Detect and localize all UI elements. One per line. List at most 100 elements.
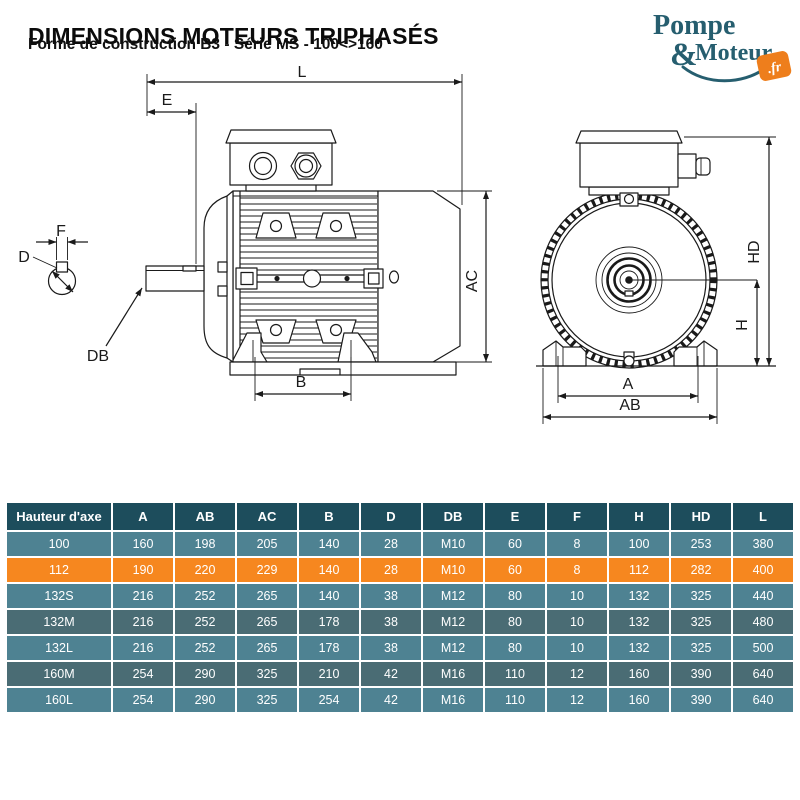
dimension-AC: AC	[437, 190, 492, 363]
row-header-column: Hauteur d'axe	[7, 503, 111, 530]
table-cell: 325	[237, 662, 297, 686]
side-view: L E B AC DB	[18, 64, 492, 401]
table-cell: 12	[547, 688, 607, 712]
table-cell: 38	[361, 610, 421, 634]
dimension-H: H	[734, 280, 760, 366]
dim-label-l: L	[298, 64, 307, 81]
table-cell: 28	[361, 558, 421, 582]
dim-label-a: A	[623, 376, 634, 393]
table-cell: 325	[237, 688, 297, 712]
table-cell: 160	[609, 688, 669, 712]
table-cell: 112	[609, 558, 669, 582]
table-cell: 640	[733, 688, 793, 712]
table-cell: 140	[299, 558, 359, 582]
row-label: 160L	[7, 688, 111, 712]
table-cell: 480	[733, 610, 793, 634]
column-header: A	[113, 503, 173, 530]
table-cell: 282	[671, 558, 731, 582]
table-cell: 216	[113, 584, 173, 608]
table-cell: 290	[175, 688, 235, 712]
table-cell: 205	[237, 532, 297, 556]
table-row-highlighted: 112 190 220 229 140 28 M10 60 8 112 282 400	[7, 558, 793, 582]
dim-label-ab: AB	[619, 397, 640, 414]
table-cell: 265	[237, 584, 297, 608]
shaft-section-detail: F D	[18, 223, 88, 296]
logo-word-pompe: Pompe	[653, 10, 735, 41]
motor-feet-front	[542, 340, 718, 367]
column-header: H	[609, 503, 669, 530]
table-cell: 640	[733, 662, 793, 686]
dimension-A: A	[557, 356, 699, 403]
table-cell: 265	[237, 636, 297, 660]
table-cell: 220	[175, 558, 235, 582]
table-cell: 178	[299, 636, 359, 660]
table-cell: M12	[423, 636, 483, 660]
dim-label-b: B	[296, 374, 307, 391]
table-cell: 140	[299, 532, 359, 556]
table-cell: 178	[299, 610, 359, 634]
dim-label-d: D	[18, 249, 30, 266]
table-cell: M16	[423, 688, 483, 712]
table-cell: 390	[671, 662, 731, 686]
table-cell: 80	[485, 636, 545, 660]
table-cell: 216	[113, 610, 173, 634]
table-cell: 190	[113, 558, 173, 582]
table-cell: 380	[733, 532, 793, 556]
table-cell: 265	[237, 610, 297, 634]
logo-swoosh	[681, 65, 766, 83]
row-label: 132S	[7, 584, 111, 608]
dim-label-h: H	[734, 319, 751, 331]
table-cell: 38	[361, 636, 421, 660]
table-cell: 12	[547, 662, 607, 686]
logo-fr-text: .fr	[766, 60, 783, 78]
table-cell: 325	[671, 584, 731, 608]
column-header: AC	[237, 503, 297, 530]
drain-hole-mark	[388, 270, 400, 284]
dimension-HD: HD	[684, 136, 776, 366]
dimensions-table: Hauteur d'axe A AB AC B D DB E F H HD L 100 160 198 20…	[5, 501, 795, 714]
table-cell: M12	[423, 610, 483, 634]
dimension-B: B	[254, 357, 352, 401]
table-cell: 10	[547, 584, 607, 608]
column-header: B	[299, 503, 359, 530]
column-header: F	[547, 503, 607, 530]
table-cell: 10	[547, 636, 607, 660]
table-cell: 390	[671, 688, 731, 712]
dim-label-f: F	[56, 223, 66, 240]
column-header: L	[733, 503, 793, 530]
dimension-AB: AB	[542, 368, 718, 424]
table-header-row: Hauteur d'axe A AB AC B D DB E F H HD L	[7, 503, 793, 530]
table-cell: 198	[175, 532, 235, 556]
dim-label-db: DB	[87, 348, 109, 365]
table-cell: 42	[361, 688, 421, 712]
table-cell: 160	[113, 532, 173, 556]
end-shield-bell	[203, 190, 234, 363]
table-cell: 325	[671, 610, 731, 634]
table-cell: 210	[299, 662, 359, 686]
table-row: 160L 254 290 325 254 42 M16 110 12 160 390 640	[7, 688, 793, 712]
dimension-DB: DB	[87, 287, 143, 365]
table-row: 132S 216 252 265 140 38 M12 80 10 132 325 440	[7, 584, 793, 608]
table-cell: 254	[113, 688, 173, 712]
motor-end-housing	[377, 190, 461, 363]
column-header: AB	[175, 503, 235, 530]
table-cell: 110	[485, 662, 545, 686]
motor-shaft	[145, 265, 205, 292]
table-row: 132L 216 252 265 178 38 M12 80 10 132 325 500	[7, 636, 793, 660]
table-cell: M16	[423, 662, 483, 686]
row-label: 132M	[7, 610, 111, 634]
table-cell: 132	[609, 636, 669, 660]
table-cell: 132	[609, 584, 669, 608]
table-cell: 254	[299, 688, 359, 712]
page-subtitle: Forme de construction B3 - Série MS - 10…	[28, 36, 383, 53]
technical-drawing: L E B AC DB	[18, 64, 776, 424]
table-cell: 38	[361, 584, 421, 608]
column-header: E	[485, 503, 545, 530]
table-cell: 253	[671, 532, 731, 556]
table-cell: 60	[485, 558, 545, 582]
table-cell: 160	[609, 662, 669, 686]
table-cell: 140	[299, 584, 359, 608]
column-header: HD	[671, 503, 731, 530]
tie-rod	[235, 267, 384, 290]
table-cell: 252	[175, 610, 235, 634]
